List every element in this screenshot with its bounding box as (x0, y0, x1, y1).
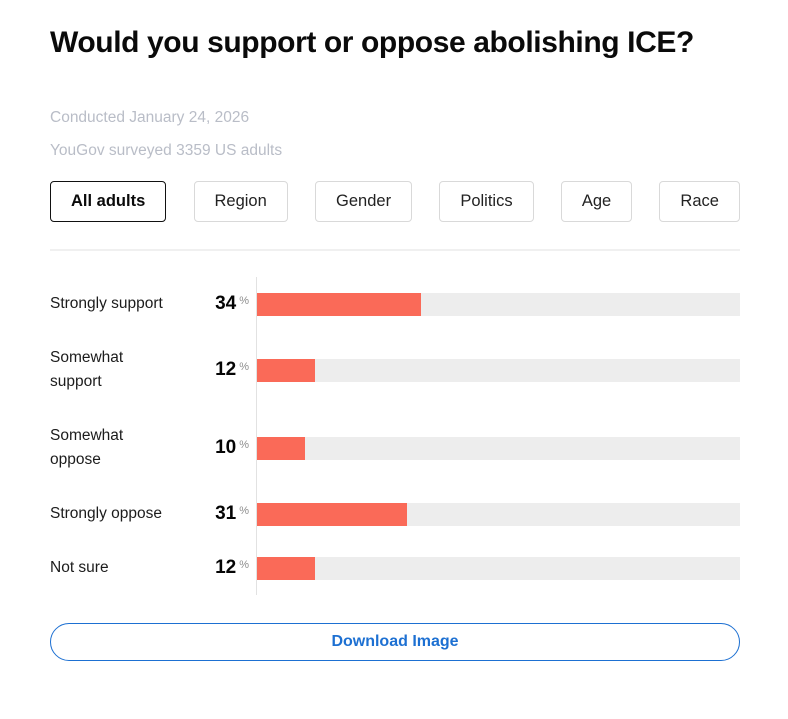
value-label: 34% (200, 293, 256, 315)
bar-track (257, 292, 740, 316)
value-number: 31 (215, 503, 237, 524)
bar-fill (257, 292, 422, 316)
percent-sign: % (239, 295, 249, 307)
value-label: 12% (200, 359, 256, 381)
bar-fill (257, 556, 315, 580)
chart-row: Somewhat oppose 10% (50, 409, 740, 487)
bar-fill (257, 502, 407, 526)
survey-sample-info: YouGov surveyed 3359 US adults (50, 142, 283, 159)
tab-all-adults[interactable]: All adults (50, 181, 167, 222)
percent-sign: % (239, 505, 249, 517)
value-number: 12 (215, 557, 237, 578)
bar-area (256, 487, 740, 541)
bar-track (257, 358, 740, 382)
bar-area (256, 409, 740, 487)
tab-race[interactable]: Race (659, 181, 740, 222)
chart-row: Not sure 12% (50, 541, 740, 595)
value-number: 10 (215, 437, 237, 458)
value-label: 31% (200, 503, 256, 525)
category-label: Somewhat support (50, 349, 124, 390)
bar-fill (257, 436, 306, 460)
tab-politics[interactable]: Politics (439, 181, 534, 222)
divider (50, 249, 740, 251)
bar-chart: Strongly support 34% Somewhat support 12% So… (50, 277, 740, 595)
bar-area (256, 331, 740, 409)
value-number: 34 (215, 293, 237, 314)
value-label: 10% (200, 437, 256, 459)
download-image-button[interactable]: Download Image (50, 623, 740, 661)
bar-fill (257, 358, 315, 382)
category-label: Not sure (50, 559, 109, 576)
value-label: 12% (200, 557, 256, 579)
demographic-tabs: All adults Region Gender Politics Age Race (50, 181, 740, 222)
survey-card: Would you support or oppose abolishing I… (50, 26, 740, 661)
percent-sign: % (239, 439, 249, 451)
conducted-date: Conducted January 24, 2026 (50, 109, 250, 126)
bar-area (256, 277, 740, 331)
category-label: Strongly oppose (50, 505, 163, 522)
percent-sign: % (239, 361, 249, 373)
bar-track (257, 556, 740, 580)
bar-track (257, 436, 740, 460)
bar-area (256, 541, 740, 595)
chart-row: Strongly oppose 31% (50, 487, 740, 541)
value-number: 12 (215, 359, 237, 380)
page-title: Would you support or oppose abolishing I… (50, 26, 694, 59)
chart-row: Strongly support 34% (50, 277, 740, 331)
percent-sign: % (239, 559, 249, 571)
category-label: Somewhat oppose (50, 427, 124, 468)
tab-age[interactable]: Age (560, 181, 633, 222)
tab-gender[interactable]: Gender (315, 181, 413, 222)
tab-region[interactable]: Region (193, 181, 288, 222)
bar-track (257, 502, 740, 526)
category-label: Strongly support (50, 295, 163, 312)
chart-row: Somewhat support 12% (50, 331, 740, 409)
